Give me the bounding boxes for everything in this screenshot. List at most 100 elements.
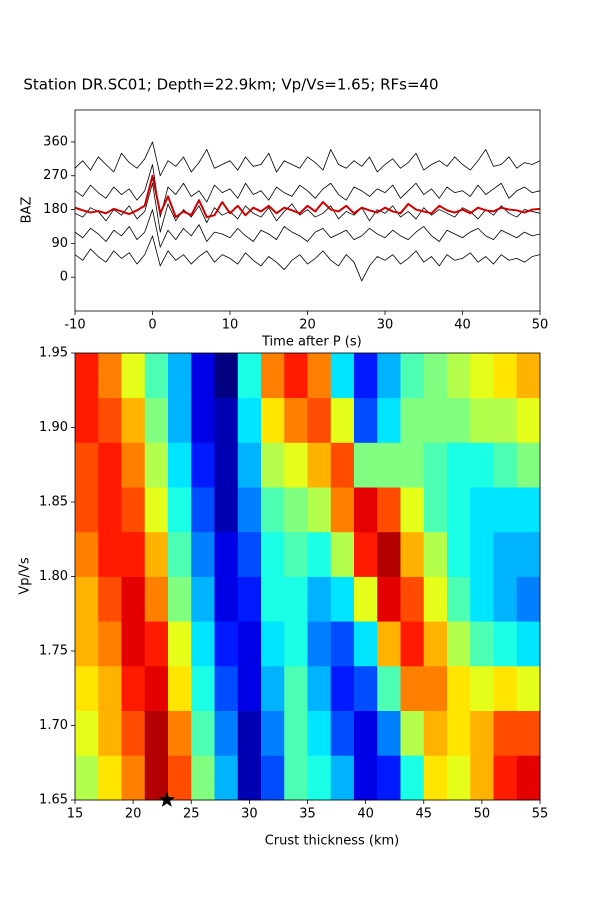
heat-cell bbox=[191, 621, 215, 667]
heat-cell bbox=[98, 487, 122, 533]
heat-cell bbox=[516, 665, 541, 711]
heat-cell bbox=[400, 755, 425, 801]
heat-cell bbox=[377, 531, 401, 577]
y-tick-label: 1.90 bbox=[39, 420, 68, 435]
x-tick-label: 50 bbox=[532, 318, 549, 333]
heat-cell bbox=[237, 576, 262, 622]
heat-cell bbox=[191, 576, 215, 622]
heat-cell bbox=[168, 576, 192, 622]
heat-cell bbox=[493, 353, 518, 399]
heat-cell bbox=[284, 397, 308, 443]
heat-cell bbox=[470, 397, 494, 443]
heat-cell bbox=[121, 710, 146, 756]
heat-cell bbox=[75, 755, 99, 801]
heat-cell bbox=[307, 665, 332, 711]
heat-cell bbox=[168, 710, 192, 756]
x-tick-label: 25 bbox=[183, 807, 200, 822]
heat-cell bbox=[237, 710, 262, 756]
heat-cell bbox=[214, 442, 239, 488]
heat-cell bbox=[400, 576, 425, 622]
heat-cell bbox=[400, 621, 425, 667]
axes-frame bbox=[74, 352, 541, 801]
heat-cell bbox=[261, 487, 285, 533]
heat-cell bbox=[121, 531, 146, 577]
heat-cell bbox=[75, 353, 99, 399]
heat-cell bbox=[121, 755, 146, 801]
heat-cell bbox=[330, 353, 355, 399]
heat-cell bbox=[516, 531, 541, 577]
heat-cell bbox=[470, 665, 494, 711]
heat-cell bbox=[516, 621, 541, 667]
heat-cell bbox=[284, 442, 308, 488]
best-fit-marker bbox=[158, 791, 175, 807]
y-tick-label: 270 bbox=[43, 168, 68, 183]
heat-cell bbox=[121, 621, 146, 667]
heat-cell bbox=[168, 621, 192, 667]
heat-cell bbox=[237, 621, 262, 667]
heat-cell bbox=[307, 487, 332, 533]
heat-cell bbox=[330, 442, 355, 488]
heat-cell bbox=[75, 621, 99, 667]
heat-cell bbox=[330, 487, 355, 533]
heat-cell bbox=[423, 755, 448, 801]
x-tick-label: 0 bbox=[148, 318, 156, 333]
heat-cell bbox=[377, 397, 401, 443]
heat-cell bbox=[447, 665, 471, 711]
heat-cell bbox=[75, 710, 99, 756]
heat-cell bbox=[423, 353, 448, 399]
heat-cell bbox=[423, 487, 448, 533]
heat-cell bbox=[493, 621, 518, 667]
x-axis-label: Time after P (s) bbox=[261, 335, 362, 350]
heat-cell bbox=[191, 755, 215, 801]
heat-cell bbox=[261, 531, 285, 577]
heat-cell bbox=[75, 442, 99, 488]
heat-cell bbox=[284, 710, 308, 756]
heat-cell bbox=[447, 487, 471, 533]
heat-cell bbox=[75, 665, 99, 711]
heat-cell bbox=[237, 531, 262, 577]
heat-cell bbox=[330, 621, 355, 667]
x-tick-label: -10 bbox=[64, 318, 85, 333]
heat-cell bbox=[237, 487, 262, 533]
heat-cell bbox=[214, 487, 239, 533]
heat-cell bbox=[284, 665, 308, 711]
heat-cell bbox=[377, 353, 401, 399]
heat-cell bbox=[493, 397, 518, 443]
heat-cell bbox=[214, 576, 239, 622]
y-axis-label: Vp/Vs bbox=[18, 557, 33, 594]
heat-cell bbox=[98, 665, 122, 711]
heat-cell bbox=[493, 576, 518, 622]
heat-cell bbox=[168, 442, 192, 488]
heat-cell bbox=[144, 621, 169, 667]
heat-cell bbox=[261, 665, 285, 711]
trace-line bbox=[75, 209, 540, 248]
heat-cell bbox=[447, 397, 471, 443]
y-tick-label: 1.80 bbox=[39, 569, 68, 584]
heat-cell bbox=[284, 755, 308, 801]
heat-cell bbox=[237, 353, 262, 399]
y-axis-label: BAZ bbox=[20, 197, 35, 224]
heat-cell bbox=[191, 710, 215, 756]
heat-cell bbox=[121, 487, 146, 533]
x-tick-label: 10 bbox=[222, 318, 239, 333]
heat-cell bbox=[168, 353, 192, 399]
heat-cell bbox=[516, 710, 541, 756]
heat-cell bbox=[168, 665, 192, 711]
y-tick-label: 0 bbox=[60, 270, 68, 285]
heat-cell bbox=[214, 665, 239, 711]
heat-cell bbox=[493, 665, 518, 711]
x-tick-label: 35 bbox=[299, 807, 316, 822]
heat-cell bbox=[493, 531, 518, 577]
x-tick-label: 20 bbox=[299, 318, 316, 333]
heat-cell bbox=[423, 531, 448, 577]
heat-cell bbox=[447, 442, 471, 488]
heat-cell bbox=[75, 487, 99, 533]
heat-cell bbox=[214, 531, 239, 577]
heat-cell bbox=[400, 397, 425, 443]
heat-cell bbox=[330, 710, 355, 756]
heat-cell bbox=[400, 710, 425, 756]
heat-cell bbox=[261, 755, 285, 801]
heat-cell bbox=[98, 755, 122, 801]
heat-cell bbox=[377, 576, 401, 622]
